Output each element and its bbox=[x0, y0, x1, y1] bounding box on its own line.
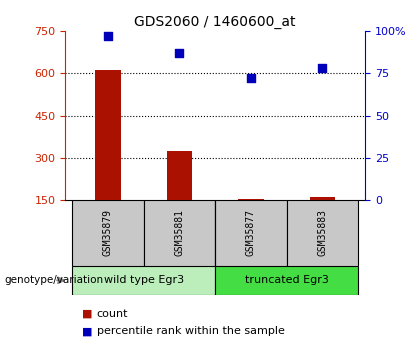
Bar bbox=[95, 70, 121, 200]
Text: truncated Egr3: truncated Egr3 bbox=[245, 275, 329, 285]
Bar bbox=[144, 200, 215, 266]
Text: GSM35881: GSM35881 bbox=[174, 209, 184, 256]
Text: genotype/variation: genotype/variation bbox=[4, 275, 103, 285]
Bar bbox=[287, 200, 358, 266]
Bar bbox=[310, 197, 335, 200]
Point bbox=[319, 66, 326, 71]
Bar bbox=[72, 266, 215, 295]
Bar bbox=[167, 151, 192, 200]
Point bbox=[176, 50, 183, 56]
Text: GSM35877: GSM35877 bbox=[246, 209, 256, 256]
Text: count: count bbox=[97, 309, 128, 319]
Bar bbox=[239, 199, 263, 200]
Bar bbox=[215, 200, 287, 266]
Bar bbox=[215, 266, 358, 295]
Text: GSM35879: GSM35879 bbox=[103, 209, 113, 256]
Text: percentile rank within the sample: percentile rank within the sample bbox=[97, 326, 284, 336]
Point bbox=[105, 33, 111, 39]
Text: ■: ■ bbox=[82, 326, 92, 336]
Text: ■: ■ bbox=[82, 309, 92, 319]
Point bbox=[248, 76, 255, 81]
Title: GDS2060 / 1460600_at: GDS2060 / 1460600_at bbox=[134, 14, 296, 29]
Text: GSM35883: GSM35883 bbox=[318, 209, 328, 256]
Bar bbox=[72, 200, 144, 266]
Text: wild type Egr3: wild type Egr3 bbox=[104, 275, 184, 285]
